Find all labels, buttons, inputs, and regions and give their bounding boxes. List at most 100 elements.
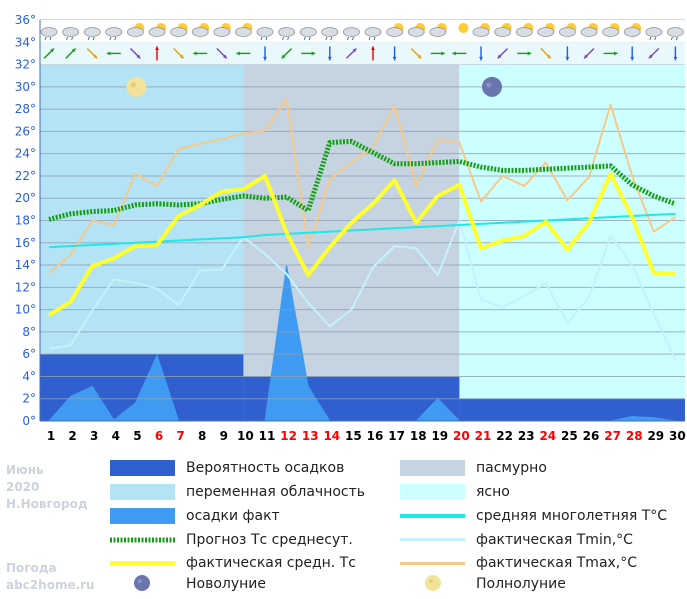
x-tick-label: 13 xyxy=(302,429,319,443)
x-tick-label: 15 xyxy=(345,429,362,443)
wind-arrow-head xyxy=(546,54,551,59)
x-tick-label: 1 xyxy=(47,429,55,443)
wind-arrow-head xyxy=(565,56,570,61)
cloud-icon xyxy=(515,27,533,37)
cloud-icon xyxy=(429,27,447,37)
wind-arrow-head xyxy=(673,56,678,61)
wind-arrow-head xyxy=(371,46,375,50)
y-tick-label: 28° xyxy=(15,102,36,116)
moon-phases xyxy=(126,76,502,97)
y-tick-label: 12° xyxy=(15,280,36,294)
legend-swatch-forecast xyxy=(110,537,175,543)
x-tick-label: 29 xyxy=(647,429,664,443)
meta-site-url: abc2home.ru xyxy=(6,578,95,592)
meta-city: Н.Новгород xyxy=(6,497,88,511)
wind-arrow-head xyxy=(584,54,588,59)
wind-arrow-head xyxy=(630,56,635,61)
cloud-rain-icon xyxy=(62,27,79,37)
cloud-rain-icon xyxy=(299,27,317,37)
x-tick-label: 18 xyxy=(410,429,427,443)
cloud-icon xyxy=(407,27,425,37)
cloud-rain-icon xyxy=(256,27,274,37)
x-tick-label: 24 xyxy=(539,429,556,443)
x-tick-label: 20 xyxy=(453,429,470,443)
series-line-tmin xyxy=(48,219,677,361)
y-tick-label: 10° xyxy=(15,303,36,317)
x-tick-label: 16 xyxy=(367,429,384,443)
y-tick-label: 26° xyxy=(15,124,36,138)
legend-swatch-precip-prob xyxy=(110,460,175,476)
x-tick-label: 17 xyxy=(388,429,405,443)
wind-arrow-head xyxy=(222,54,227,59)
wind-arrow-head xyxy=(93,54,98,59)
rain-drop xyxy=(368,36,371,41)
legend-label-forecast: Прогноз Тс среднесут. xyxy=(186,532,353,548)
wind-arrow-head xyxy=(441,51,445,56)
full-moon-crater xyxy=(130,82,136,88)
x-tick-label: 6 xyxy=(155,429,163,443)
y-tick-label: 6° xyxy=(22,347,36,361)
wind-arrow-head xyxy=(352,48,357,53)
legend-label-full-moon: Полнолуние xyxy=(476,576,566,592)
wind-arrow-head xyxy=(452,51,456,56)
cloud-icon xyxy=(170,27,188,37)
wind-arrow-head xyxy=(193,51,197,56)
wind-arrow-head xyxy=(311,51,316,56)
cloud-rain-icon xyxy=(667,27,684,37)
rain-drop xyxy=(282,36,285,41)
weather-chart: 0° 2° 4° 6° 8° 10° 12° 14° 16° 18° 20° 22° 24° 26° 28°… xyxy=(15,13,686,443)
rain-drop xyxy=(287,36,290,41)
x-tick-label: 26 xyxy=(583,429,600,443)
cloud-icon xyxy=(537,27,555,37)
wind-arrow-head xyxy=(527,51,532,56)
cloud-icon xyxy=(623,27,641,37)
legend-swatch-norm-avg xyxy=(400,514,465,518)
rain-drop xyxy=(670,36,673,41)
meta-year: 2020 xyxy=(6,480,40,494)
legend-swatch-precip-fact xyxy=(110,508,175,524)
wind-arrow-head xyxy=(263,56,267,61)
x-tick-label: 3 xyxy=(90,429,98,443)
legend-label-overcast: пасмурно xyxy=(476,460,547,476)
cloud-icon xyxy=(494,27,512,37)
rain-drop xyxy=(87,36,90,41)
rain-drop xyxy=(71,36,74,41)
cloud-icon xyxy=(234,27,252,37)
legend-label-precip-fact: осадки факт xyxy=(186,508,280,524)
legend-label-partly-cloudy: переменная облачность xyxy=(186,484,366,500)
y-tick-label: 4° xyxy=(22,369,36,383)
rain-drop xyxy=(92,36,95,41)
x-axis: 1 2 3 4 5 6 7 8 9 10 11 12 13 14 15 16 17 18 19 20 21 22 23 24 2… xyxy=(40,420,686,443)
series-line-norm_avg xyxy=(48,212,676,249)
rain-drop xyxy=(351,36,354,41)
rain-drop xyxy=(649,36,652,41)
x-tick-label: 2 xyxy=(68,429,76,443)
wind-row-bg xyxy=(40,42,685,65)
wind-arrow-head xyxy=(614,51,618,56)
wind-arrow-head xyxy=(236,51,240,56)
x-tick-label: 9 xyxy=(220,429,228,443)
wind-arrow-head xyxy=(155,46,159,50)
cloud-icon xyxy=(559,27,576,37)
rain-drop xyxy=(325,36,328,41)
sun-icon xyxy=(458,23,469,33)
wind-arrow-head xyxy=(179,54,184,59)
wind-arrow-head xyxy=(497,54,502,59)
y-tick-label: 34° xyxy=(15,35,36,49)
cloud-icon xyxy=(602,27,619,37)
x-tick-label: 8 xyxy=(198,429,206,443)
x-tick-label: 22 xyxy=(496,429,513,443)
cloud-icon xyxy=(386,27,404,37)
cloud-rain-icon xyxy=(40,27,58,37)
cloud-icon xyxy=(126,27,144,37)
rain-drop xyxy=(308,36,311,41)
cloud-rain-icon xyxy=(342,27,360,37)
rain-drop xyxy=(373,36,376,41)
y-tick-label: 22° xyxy=(15,169,36,183)
rain-drop xyxy=(114,36,117,41)
x-tick-label: 14 xyxy=(323,429,340,443)
legend-swatch-tmin xyxy=(400,538,465,541)
rain-drop xyxy=(44,36,47,41)
y-tick-label: 2° xyxy=(22,392,36,406)
y-tick-label: 16° xyxy=(15,236,36,250)
